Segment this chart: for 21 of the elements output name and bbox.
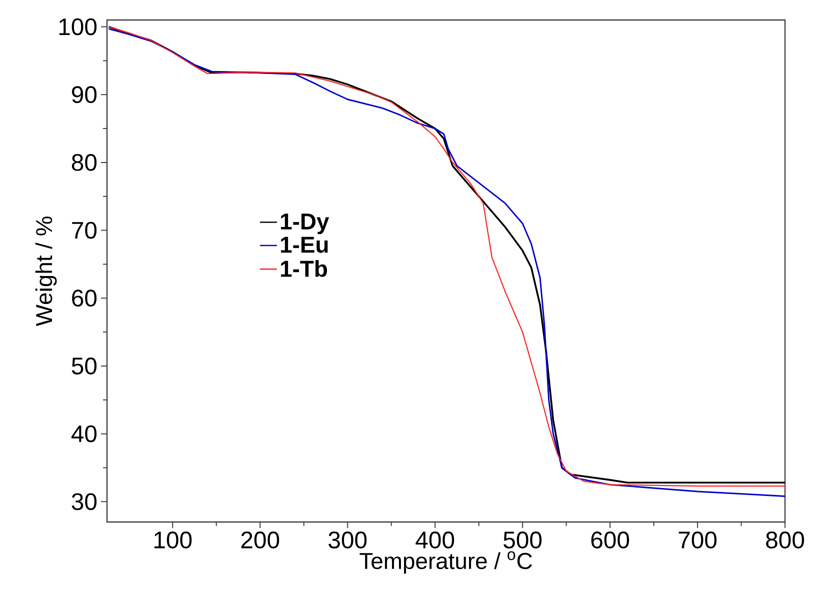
x-tick-label: 600 — [591, 532, 630, 548]
x-tick-label: 800 — [766, 532, 804, 548]
y-tick-label: 30 — [72, 493, 97, 510]
x-tick-label: 400 — [416, 532, 454, 548]
y-tick-label: 100 — [59, 18, 97, 36]
x-tick-label: 500 — [504, 532, 542, 548]
y-tick-label: 70 — [72, 222, 97, 239]
y-tick-label: 50 — [72, 358, 97, 374]
y-axis-title: Weight / % — [35, 216, 57, 326]
x-tick-label: 200 — [241, 532, 280, 548]
y-tick-label: 40 — [71, 425, 97, 442]
x-tick-label: 700 — [678, 532, 717, 548]
x-tick-label: 100 — [154, 532, 192, 548]
y-tick-label: 80 — [72, 154, 97, 171]
x-axis-title: Temperature / $^{o}$C — [360, 551, 532, 574]
legend-label: 1-Dy — [280, 214, 330, 234]
x-tick-label: 300 — [328, 532, 367, 548]
legend-label: 1-Tb — [280, 260, 327, 277]
y-tick-label: 90 — [72, 86, 97, 104]
y-tick-label: 60 — [72, 290, 97, 307]
legend-label: 1-Eu — [280, 236, 328, 253]
